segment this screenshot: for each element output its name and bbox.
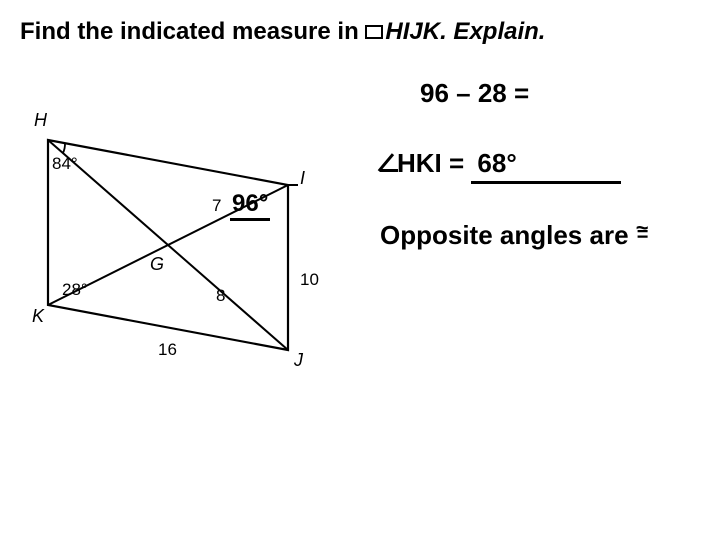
property-statement: Opposite angles are bbox=[380, 220, 654, 251]
angle-label: HKI bbox=[397, 148, 442, 178]
title-shape-label: HIJK bbox=[385, 18, 440, 45]
angle-result-line: HKI = 68° bbox=[380, 148, 621, 184]
angle-k-value: 28° bbox=[62, 280, 88, 300]
vertex-k-label: K bbox=[32, 306, 44, 327]
calculation-text: 96 – 28 = bbox=[420, 78, 529, 109]
angle-value: 68° bbox=[477, 148, 516, 178]
title-lead: Find the indicated measure in bbox=[20, 18, 365, 45]
center-g-label: G bbox=[150, 254, 164, 275]
angle-h-value: 84° bbox=[52, 154, 78, 174]
seg-gi-value: 7 bbox=[212, 196, 221, 216]
seg-kj-value: 16 bbox=[158, 340, 177, 360]
annotation-96-value: 96° bbox=[230, 190, 270, 221]
vertex-i-label: I bbox=[300, 168, 305, 189]
vertex-j-label: J bbox=[294, 350, 303, 371]
property-text: Opposite angles are bbox=[380, 220, 636, 250]
title-tail: . Explain. bbox=[440, 18, 545, 45]
equals-sign: = bbox=[442, 148, 472, 178]
seg-ij-value: 10 bbox=[300, 270, 319, 290]
angle-symbol-icon bbox=[380, 154, 400, 172]
vertex-h-label: H bbox=[34, 110, 47, 131]
angle-arc-h bbox=[63, 143, 65, 153]
congruent-symbol-icon bbox=[636, 226, 654, 244]
parallelogram-symbol bbox=[365, 25, 383, 39]
seg-gj-value: 8 bbox=[216, 286, 225, 306]
parallelogram-diagram: H I J K G 84° 28° 7 8 10 16 96° bbox=[18, 110, 348, 400]
problem-title: Find the indicated measure in HIJK. Expl… bbox=[20, 18, 545, 46]
annotation-96: 96° bbox=[230, 190, 270, 218]
angle-value-blank: 68° bbox=[471, 148, 621, 184]
